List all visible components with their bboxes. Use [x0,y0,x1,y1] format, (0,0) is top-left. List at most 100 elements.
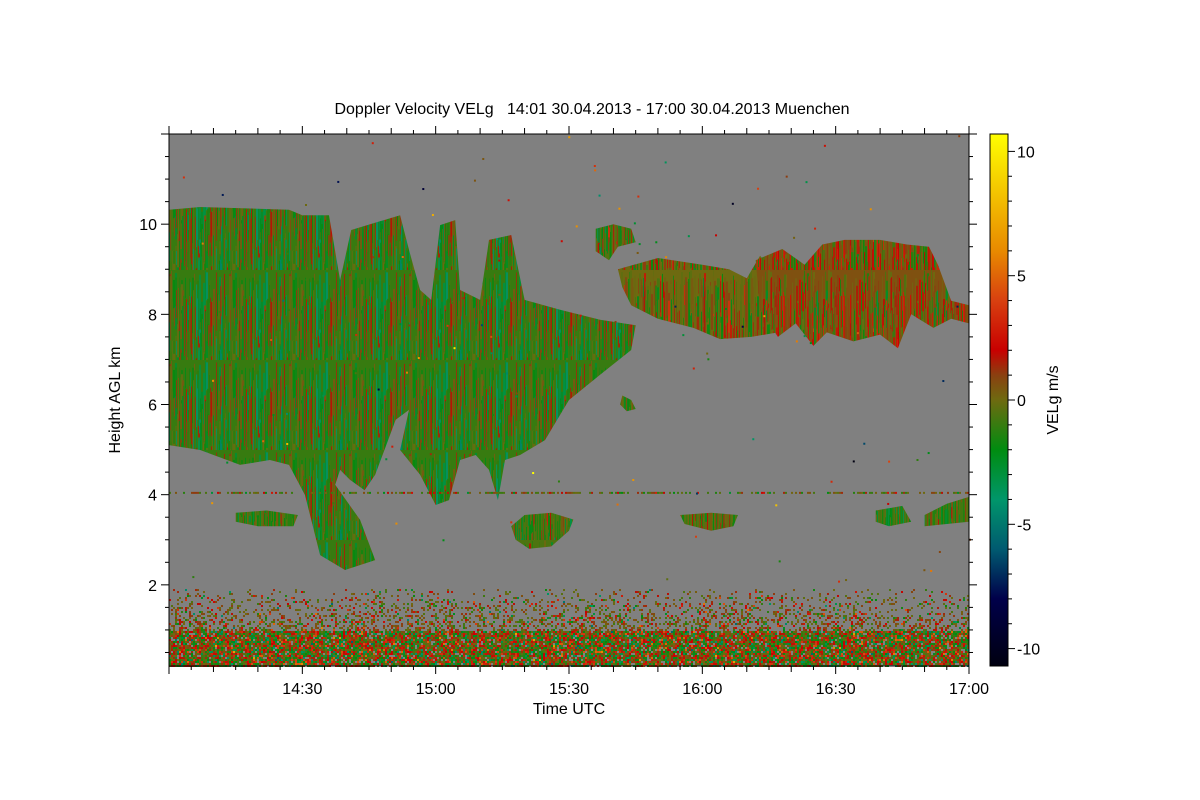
boundary-layer-pixel [225,633,227,635]
boundary-layer-pixel [865,637,867,639]
boundary-layer-pixel [227,619,229,621]
boundary-layer-pixel [569,639,571,641]
boundary-layer-pixel [307,605,309,607]
boundary-layer-pixel [603,619,605,621]
boundary-layer-pixel [377,615,379,617]
boundary-layer-pixel [583,635,585,637]
boundary-layer-pixel [655,637,657,639]
boundary-layer-pixel [397,607,399,609]
boundary-layer-pixel [605,599,607,601]
boundary-layer-pixel [187,631,189,633]
boundary-layer-pixel [767,629,769,631]
boundary-layer-pixel [199,603,201,605]
boundary-layer-pixel [457,643,459,645]
boundary-layer-pixel [251,631,253,633]
boundary-layer-pixel [731,637,733,639]
boundary-layer-pixel [451,637,453,639]
boundary-layer-pixel [695,623,697,625]
boundary-layer-pixel [693,641,695,643]
boundary-layer-pixel [667,593,669,595]
boundary-layer-pixel [921,627,923,629]
boundary-layer-pixel [953,621,955,623]
boundary-layer-pixel [345,617,347,619]
boundary-layer-pixel [667,635,669,637]
boundary-layer-pixel [335,645,337,647]
boundary-layer-pixel [733,603,735,605]
thin-layer-pixel [769,491,771,494]
boundary-layer-pixel [851,627,853,629]
boundary-layer-pixel [853,639,855,641]
boundary-layer-pixel [915,623,917,625]
boundary-layer-pixel [887,639,889,641]
boundary-layer-pixel [727,597,729,599]
boundary-layer-pixel [763,621,765,623]
boundary-layer-pixel [399,631,401,633]
boundary-layer-pixel [719,637,721,639]
boundary-layer-pixel [711,641,713,643]
thin-layer-pixel [741,491,743,494]
boundary-layer-pixel [225,637,227,639]
boundary-layer-pixel [835,629,837,631]
boundary-layer-pixel [611,643,613,645]
boundary-layer-pixel [703,643,705,645]
boundary-layer-pixel [793,631,795,633]
boundary-layer-pixel [471,607,473,609]
boundary-layer-pixel [709,633,711,635]
boundary-layer-pixel [407,593,409,595]
boundary-layer-pixel [517,643,519,645]
boundary-layer-pixel [547,617,549,619]
boundary-layer-pixel [189,621,191,623]
boundary-layer-pixel [465,643,467,645]
boundary-layer-pixel [247,623,249,625]
boundary-layer-pixel [945,627,947,629]
boundary-layer-pixel [295,625,297,627]
boundary-layer-pixel [177,599,179,601]
boundary-layer-pixel [823,639,825,641]
boundary-layer-pixel [541,635,543,637]
boundary-layer-pixel [239,641,241,643]
boundary-layer-pixel [359,637,361,639]
boundary-layer-pixel [785,623,787,625]
boundary-layer-pixel [767,639,769,641]
boundary-layer-pixel [671,623,673,625]
boundary-layer-pixel [277,623,279,625]
boundary-layer-pixel [765,641,767,643]
boundary-layer-pixel [783,641,785,643]
boundary-layer-pixel [829,639,831,641]
boundary-layer-pixel [409,637,411,639]
boundary-layer-pixel [453,599,455,601]
boundary-layer-pixel [569,635,571,637]
boundary-layer-pixel [571,643,573,645]
boundary-layer-pixel [827,637,829,639]
boundary-layer-pixel [851,633,853,635]
boundary-layer-pixel [905,639,907,641]
boundary-layer-pixel [705,625,707,627]
boundary-layer-pixel [259,643,261,645]
boundary-layer-pixel [929,627,931,629]
boundary-layer-pixel [875,633,877,635]
boundary-layer-pixel [483,639,485,641]
boundary-layer-pixel [631,629,633,631]
boundary-layer-pixel [429,621,431,623]
boundary-layer-pixel [453,635,455,637]
boundary-layer-pixel [695,629,697,631]
boundary-layer-pixel [289,605,291,607]
thin-layer-pixel [553,491,555,494]
boundary-layer-pixel [681,633,683,635]
boundary-layer-pixel [597,639,599,641]
boundary-layer-pixel [869,597,871,599]
boundary-layer-pixel [597,629,599,631]
boundary-layer-pixel [437,643,439,645]
boundary-layer-pixel [455,633,457,635]
boundary-layer-pixel [547,631,549,633]
boundary-layer-pixel [421,599,423,601]
boundary-layer-pixel [211,599,213,601]
boundary-layer-pixel [397,637,399,639]
boundary-layer-pixel [321,619,323,621]
boundary-layer-pixel [339,641,341,643]
boundary-layer-pixel [611,631,613,633]
boundary-layer-pixel [413,635,415,637]
thin-layer-pixel [311,491,313,494]
boundary-layer-pixel [713,641,715,643]
boundary-layer-pixel [205,639,207,641]
